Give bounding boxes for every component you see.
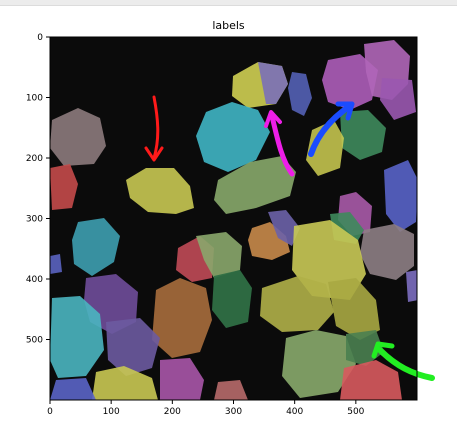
y-tick-label: 400 [26,275,43,285]
grain-yellow-6 [328,278,380,340]
grain-red-1 [50,164,78,210]
y-tick-label: 0 [37,33,43,43]
red-arrowhead [144,146,164,162]
grain-purple-edge [406,270,417,302]
green-arrow [377,347,435,381]
grain-magenta-3 [380,78,416,120]
grain-purple-2 [268,210,300,246]
grain-green-1 [340,110,386,160]
grain-mauve-1 [50,108,106,166]
grain-magenta-1 [322,54,378,110]
grain-purple-4 [106,318,160,376]
x-tick-label: 0 [47,407,53,417]
grain-brown-1 [152,278,212,358]
window-top-strip [0,0,457,6]
grain-yellow-7 [92,366,158,400]
blue-arrowhead [335,101,355,121]
plot-title: labels [212,19,245,32]
grain-yellow-2 [306,120,344,176]
grain-yellow-3 [126,168,194,214]
x-tick-label: 500 [347,407,364,417]
x-tick-label: 200 [164,407,181,417]
green-arrowhead [371,341,395,359]
grain-purple-top [258,62,288,104]
magenta-arrow [269,113,295,177]
grain-red-3 [340,360,402,400]
y-axis: 0 100 200 300 400 500 [26,33,50,346]
grain-green-3 [212,270,252,328]
x-tick-label: 100 [103,407,120,417]
x-tick-label: 300 [225,407,242,417]
grain-mauve-2 [360,224,414,280]
red-arrow [152,95,160,160]
blue-arrow [308,103,353,157]
grain-cyan-2 [72,218,120,276]
grain-blue-2 [384,160,417,232]
x-tick-label: 400 [286,407,303,417]
grain-magenta-5 [160,358,204,400]
grain-cyan-3 [50,296,104,378]
grain-olive-3 [282,330,356,398]
grain-blue-3 [50,378,96,400]
y-tick-label: 100 [26,94,43,104]
y-tick-label: 500 [26,336,43,346]
grain-yellow-5 [260,276,334,332]
grain-mauve-3 [214,380,248,400]
x-axis: 0 100 200 300 400 500 [47,400,365,417]
grain-olive-2 [196,232,242,278]
annotation-arrows [144,95,435,381]
grain-blue-edge [50,254,62,274]
segmentation-image [50,40,417,400]
grain-cyan-1 [196,102,270,172]
grain-olive-1 [214,156,296,214]
grain-blue-small [288,72,312,116]
y-tick-label: 200 [26,154,43,164]
y-tick-label: 300 [26,215,43,225]
magenta-arrowhead [264,110,282,128]
